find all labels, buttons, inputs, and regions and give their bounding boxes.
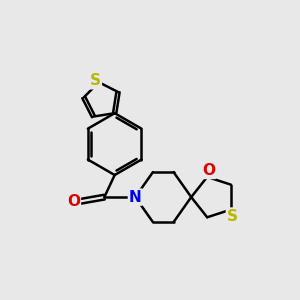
Text: S: S (90, 73, 101, 88)
Text: O: O (202, 163, 215, 178)
Text: S: S (227, 208, 238, 224)
Text: N: N (129, 190, 142, 205)
Text: O: O (67, 194, 80, 209)
